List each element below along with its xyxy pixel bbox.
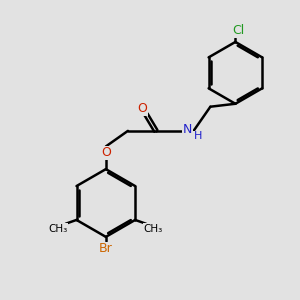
- Text: O: O: [138, 102, 148, 115]
- Text: O: O: [101, 146, 111, 159]
- Text: Br: Br: [99, 242, 113, 255]
- Text: Cl: Cl: [232, 24, 244, 37]
- Text: CH₃: CH₃: [144, 224, 163, 234]
- Text: N: N: [183, 123, 192, 136]
- Text: CH₃: CH₃: [49, 224, 68, 234]
- Text: H: H: [194, 131, 202, 141]
